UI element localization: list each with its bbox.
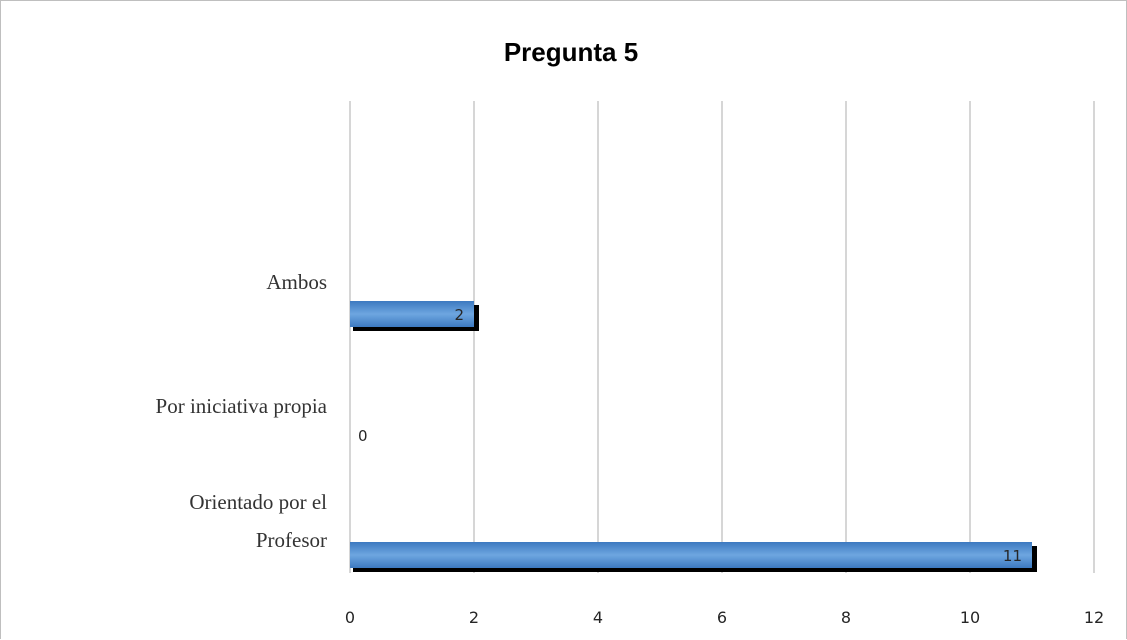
x-tick-label: 12: [1084, 608, 1104, 627]
category-label: Ambos: [266, 270, 327, 294]
x-tick-label: 6: [717, 608, 727, 627]
category-label: Profesor: [256, 528, 327, 552]
x-tick-label: 10: [960, 608, 980, 627]
x-tick-label: 0: [345, 608, 355, 627]
x-tick-label: 8: [841, 608, 851, 627]
data-label: 11: [1003, 547, 1022, 565]
data-label: 2: [454, 306, 464, 324]
category-label: Orientado por el: [189, 490, 327, 514]
data-label: 0: [358, 427, 368, 445]
category-label: Por iniciativa propia: [156, 394, 328, 418]
bar: [350, 542, 1032, 568]
x-tick-label: 2: [469, 608, 479, 627]
x-tick-label: 4: [593, 608, 603, 627]
